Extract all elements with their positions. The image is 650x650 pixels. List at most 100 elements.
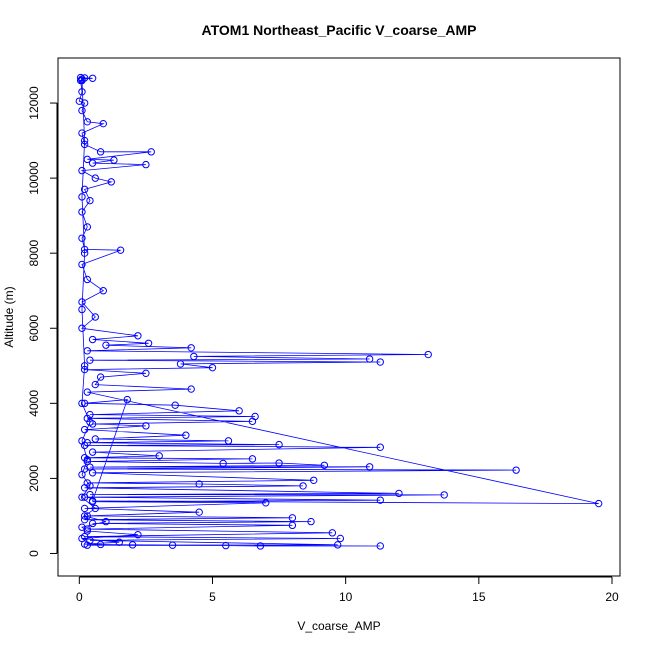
y-axis-label: Altitude (m) bbox=[2, 286, 16, 347]
data-point bbox=[88, 519, 97, 528]
data-point bbox=[78, 208, 86, 216]
data-point bbox=[512, 466, 520, 474]
data-point bbox=[88, 497, 97, 506]
data-point bbox=[275, 459, 283, 467]
data-point bbox=[96, 148, 105, 156]
data-point bbox=[78, 399, 86, 408]
data-point bbox=[262, 499, 270, 507]
data-point bbox=[248, 455, 257, 463]
data-point bbox=[86, 482, 94, 490]
plot-frame bbox=[57, 57, 621, 577]
data-point bbox=[80, 515, 89, 524]
data-point bbox=[142, 369, 150, 378]
data-point bbox=[86, 196, 94, 205]
data-point bbox=[78, 324, 86, 332]
y-tick-label: 8000 bbox=[27, 240, 41, 267]
data-point bbox=[376, 358, 384, 366]
data-point bbox=[365, 463, 374, 471]
x-axis-label: V_coarse_AMP bbox=[297, 619, 380, 633]
data-point bbox=[235, 407, 243, 415]
data-point bbox=[91, 174, 99, 182]
data-point bbox=[80, 484, 89, 492]
data-point bbox=[219, 459, 227, 468]
data-point bbox=[128, 541, 137, 549]
data-point bbox=[195, 480, 203, 488]
data-point bbox=[83, 439, 91, 447]
data-point bbox=[78, 470, 86, 479]
data-point bbox=[78, 88, 86, 96]
data-point bbox=[91, 435, 99, 443]
data-point bbox=[134, 531, 142, 539]
data-point bbox=[83, 525, 91, 533]
data-point bbox=[80, 365, 89, 374]
series-layer bbox=[75, 73, 603, 550]
data-point bbox=[83, 155, 91, 164]
data-point bbox=[320, 461, 329, 469]
data-point bbox=[78, 305, 86, 314]
data-point bbox=[78, 523, 86, 531]
data-point bbox=[424, 350, 432, 359]
data-point bbox=[91, 504, 99, 513]
data-point bbox=[78, 166, 86, 175]
data-point bbox=[83, 455, 91, 464]
y-tick-label: 2000 bbox=[27, 465, 41, 492]
data-point bbox=[187, 344, 195, 352]
data-point bbox=[91, 380, 99, 389]
data-point bbox=[115, 538, 123, 546]
data-point bbox=[83, 512, 91, 520]
data-point bbox=[155, 452, 163, 460]
data-point bbox=[594, 499, 603, 508]
data-point bbox=[376, 496, 384, 504]
data-point bbox=[86, 356, 94, 364]
y-tick-label: 4000 bbox=[27, 390, 41, 417]
data-point bbox=[309, 476, 318, 484]
data-point bbox=[83, 118, 91, 126]
data-point bbox=[256, 542, 265, 550]
data-point bbox=[78, 493, 86, 501]
y-axis: 0 2000 4000 6000 8000 10000 12000 bbox=[27, 86, 58, 557]
y-tick-label: 0 bbox=[27, 550, 41, 557]
data-point bbox=[88, 469, 97, 477]
data-point bbox=[328, 529, 337, 537]
data-point bbox=[171, 401, 179, 409]
data-point bbox=[440, 491, 448, 499]
data-point bbox=[83, 527, 91, 535]
data-point bbox=[78, 534, 86, 543]
data-point bbox=[96, 540, 105, 549]
data-point bbox=[395, 489, 403, 498]
data-point bbox=[80, 425, 89, 434]
x-tick-label: 5 bbox=[209, 590, 216, 604]
data-point bbox=[116, 246, 125, 254]
data-point bbox=[275, 440, 283, 449]
data-point bbox=[80, 140, 89, 149]
data-point bbox=[248, 417, 257, 426]
x-axis: 0 5 10 15 20 bbox=[76, 576, 619, 604]
data-point bbox=[78, 76, 86, 85]
data-point bbox=[80, 99, 89, 107]
data-point bbox=[91, 313, 99, 321]
data-point bbox=[99, 119, 107, 128]
data-point bbox=[80, 136, 89, 145]
data-point bbox=[83, 414, 91, 423]
data-point bbox=[86, 418, 94, 426]
data-point bbox=[83, 275, 91, 284]
data-point bbox=[78, 106, 86, 115]
y-tick-label: 10000 bbox=[27, 161, 41, 195]
data-point bbox=[88, 335, 97, 344]
data-point bbox=[182, 431, 190, 439]
data-point bbox=[88, 74, 97, 82]
data-point bbox=[80, 362, 89, 370]
data-point bbox=[195, 508, 203, 516]
x-tick-label: 15 bbox=[472, 590, 486, 604]
data-point bbox=[80, 185, 89, 194]
data-point bbox=[110, 156, 118, 164]
data-point bbox=[365, 355, 374, 363]
data-point bbox=[107, 178, 115, 186]
data-point bbox=[288, 514, 297, 522]
data-point bbox=[88, 159, 97, 167]
data-point bbox=[333, 541, 342, 549]
data-point bbox=[134, 332, 142, 340]
data-point bbox=[376, 443, 384, 451]
data-point bbox=[83, 223, 91, 231]
